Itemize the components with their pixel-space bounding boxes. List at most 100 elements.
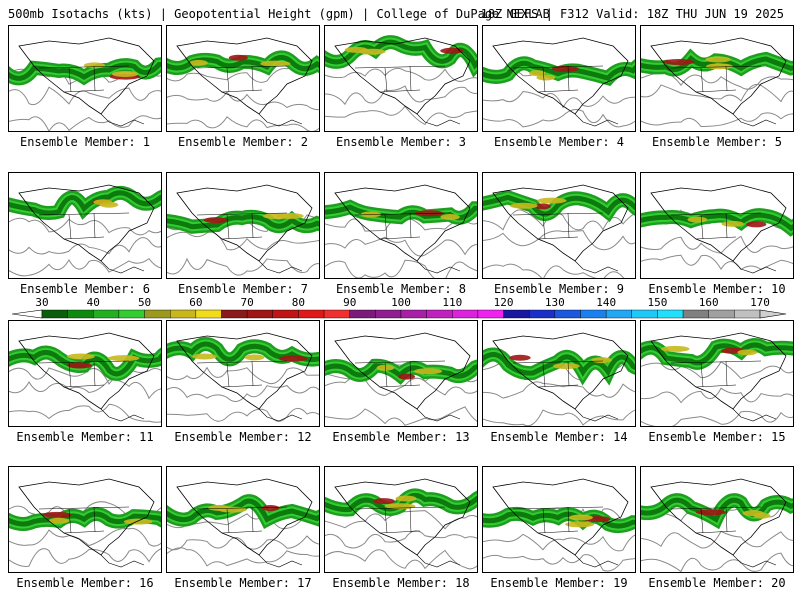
height-contour [325,236,477,257]
height-contour [641,530,793,549]
jet-isotach-band [325,39,477,70]
ensemble-member-map [640,320,794,427]
height-contour [325,67,477,82]
map-canvas [641,478,793,572]
state-borders [354,506,446,534]
map-canvas [325,332,477,426]
jet-core [536,74,556,81]
colorbar-swatch [375,309,402,319]
coastline [492,184,629,262]
jet-isotach-band [483,511,635,529]
coastline [334,332,471,410]
height-contour [9,237,161,255]
jet-core [123,518,153,525]
height-contour [641,410,793,426]
state-borders [670,506,762,534]
jet-isotach-band [167,341,319,363]
map-canvas [483,478,635,572]
map-canvas [483,184,635,278]
colorbar-tick-label: 100 [391,296,411,309]
jet-core [551,65,579,72]
ensemble-member-label: Ensemble Member: 8 [335,282,467,296]
isotach-colorbar: 30 40 50 60 70 80 90 100 110 120 130 140 150 160 170 [12,297,788,321]
state-borders [670,360,762,388]
colorbar-swatch [631,309,658,319]
jet-isotach-band [167,498,319,523]
height-contour [9,86,161,106]
central-america-coastline [416,113,461,127]
central-america-coastline [258,408,303,422]
height-contour [167,257,319,276]
ensemble-member-map [324,172,478,279]
jet-core [276,213,304,220]
colorbar-swatch [554,309,581,319]
jet-core [440,47,464,54]
state-borders [354,65,446,93]
colorbar-swatch [67,309,94,319]
colorbar-tick-label: 70 [240,296,254,309]
jet-core [440,213,460,220]
colorbar-swatch [195,309,222,319]
coastline [650,37,787,115]
height-contour [483,263,625,278]
height-contour [325,85,477,106]
jet-core [509,202,538,209]
ensemble-member-label: Ensemble Member: 17 [174,576,312,590]
coastline [492,332,629,410]
colorbar-swatch [708,309,735,319]
state-borders [38,212,130,240]
coastline [334,184,471,262]
jet-core [83,62,106,69]
ensemble-member-label: Ensemble Member: 14 [490,430,628,444]
state-borders [670,65,762,93]
jet-core [261,504,280,511]
colorbar-tick-label: 150 [647,296,668,309]
height-contour [483,381,635,399]
ensemble-member-label: Ensemble Member: 10 [648,282,786,296]
map-canvas [483,37,635,128]
colorbar-scale [12,309,787,319]
coastline [18,478,155,556]
colorbar-tick-label: 80 [291,296,306,309]
jet-core [745,221,767,228]
jet-core [228,54,248,61]
central-america-coastline [258,554,303,568]
state-borders [512,212,604,240]
state-borders [354,212,446,240]
jet-core [721,220,744,227]
jet-core [278,355,308,362]
colorbar-right-arrow [759,309,787,319]
ensemble-member-map [482,320,636,427]
ensemble-member-label: Ensemble Member: 12 [174,430,312,444]
jet-core [553,363,580,370]
height-contour [325,510,477,530]
state-borders [512,506,604,534]
ensemble-member-label: Ensemble Member: 19 [490,576,628,590]
central-america-coastline [416,408,461,422]
height-contour [9,527,161,547]
colorbar-swatch [41,309,68,319]
ensemble-member-label: Ensemble Member: 6 [19,282,151,296]
central-america-coastline [416,554,461,568]
ensemble-member-label: Ensemble Member: 11 [16,430,154,444]
jet-core [395,495,417,502]
colorbar-swatch [170,309,197,319]
state-borders [354,360,446,388]
ensemble-member-map [166,25,320,132]
chart-header: 500mb Isotachs (kts) | Geopotential Heig… [8,7,798,21]
height-contour [167,547,319,567]
colorbar-tick-label: 40 [86,296,100,309]
jet-isotach-band [325,492,477,513]
header-valid-time: 18Z GEFS | F312 Valid: 18Z THU JUN 19 20… [480,7,784,21]
height-contour [9,403,161,423]
colorbar-swatch [272,309,299,319]
colorbar-swatch [657,309,684,319]
map-canvas [167,478,319,568]
central-america-coastline [258,113,303,127]
map-canvas [9,184,161,277]
map-canvas [167,332,319,422]
coastline [492,478,629,556]
jet-isotach-band [9,349,161,377]
map-canvas [167,184,319,276]
jet-core [203,217,228,224]
